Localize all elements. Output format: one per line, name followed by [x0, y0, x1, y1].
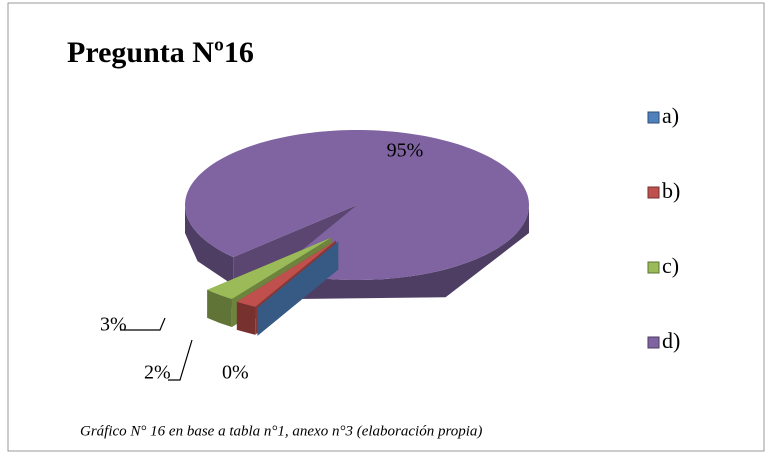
slice-side: [236, 301, 256, 335]
slice-cut-face: [207, 237, 331, 318]
slice: [207, 237, 331, 300]
legend-label: c): [662, 253, 679, 278]
slice-cut-face: [233, 205, 357, 286]
data-label: 3%: [100, 314, 127, 336]
chart-title: Pregunta Nº16: [67, 36, 254, 69]
data-label: 0%: [222, 362, 249, 384]
slice: [236, 240, 337, 307]
data-label: 2%: [144, 362, 171, 384]
data-label: 95%: [387, 140, 424, 162]
legend-label: d): [662, 328, 680, 353]
legend-label: a): [662, 103, 679, 128]
leader-line: [120, 317, 166, 331]
legend-swatch: [647, 111, 660, 124]
slice: [185, 130, 529, 280]
slice-cut-face: [257, 241, 339, 336]
slice-side: [185, 205, 234, 286]
legend-swatch: [647, 186, 660, 199]
caption: Gráfico N° 16 en base a tabla n°1, anexo…: [80, 423, 482, 439]
legend-label: b): [662, 178, 680, 203]
leader-line: [168, 339, 193, 381]
legend-swatch: [647, 336, 660, 349]
legend-swatch: [647, 261, 660, 274]
slice-side: [276, 205, 529, 300]
slice-side: [207, 289, 232, 328]
